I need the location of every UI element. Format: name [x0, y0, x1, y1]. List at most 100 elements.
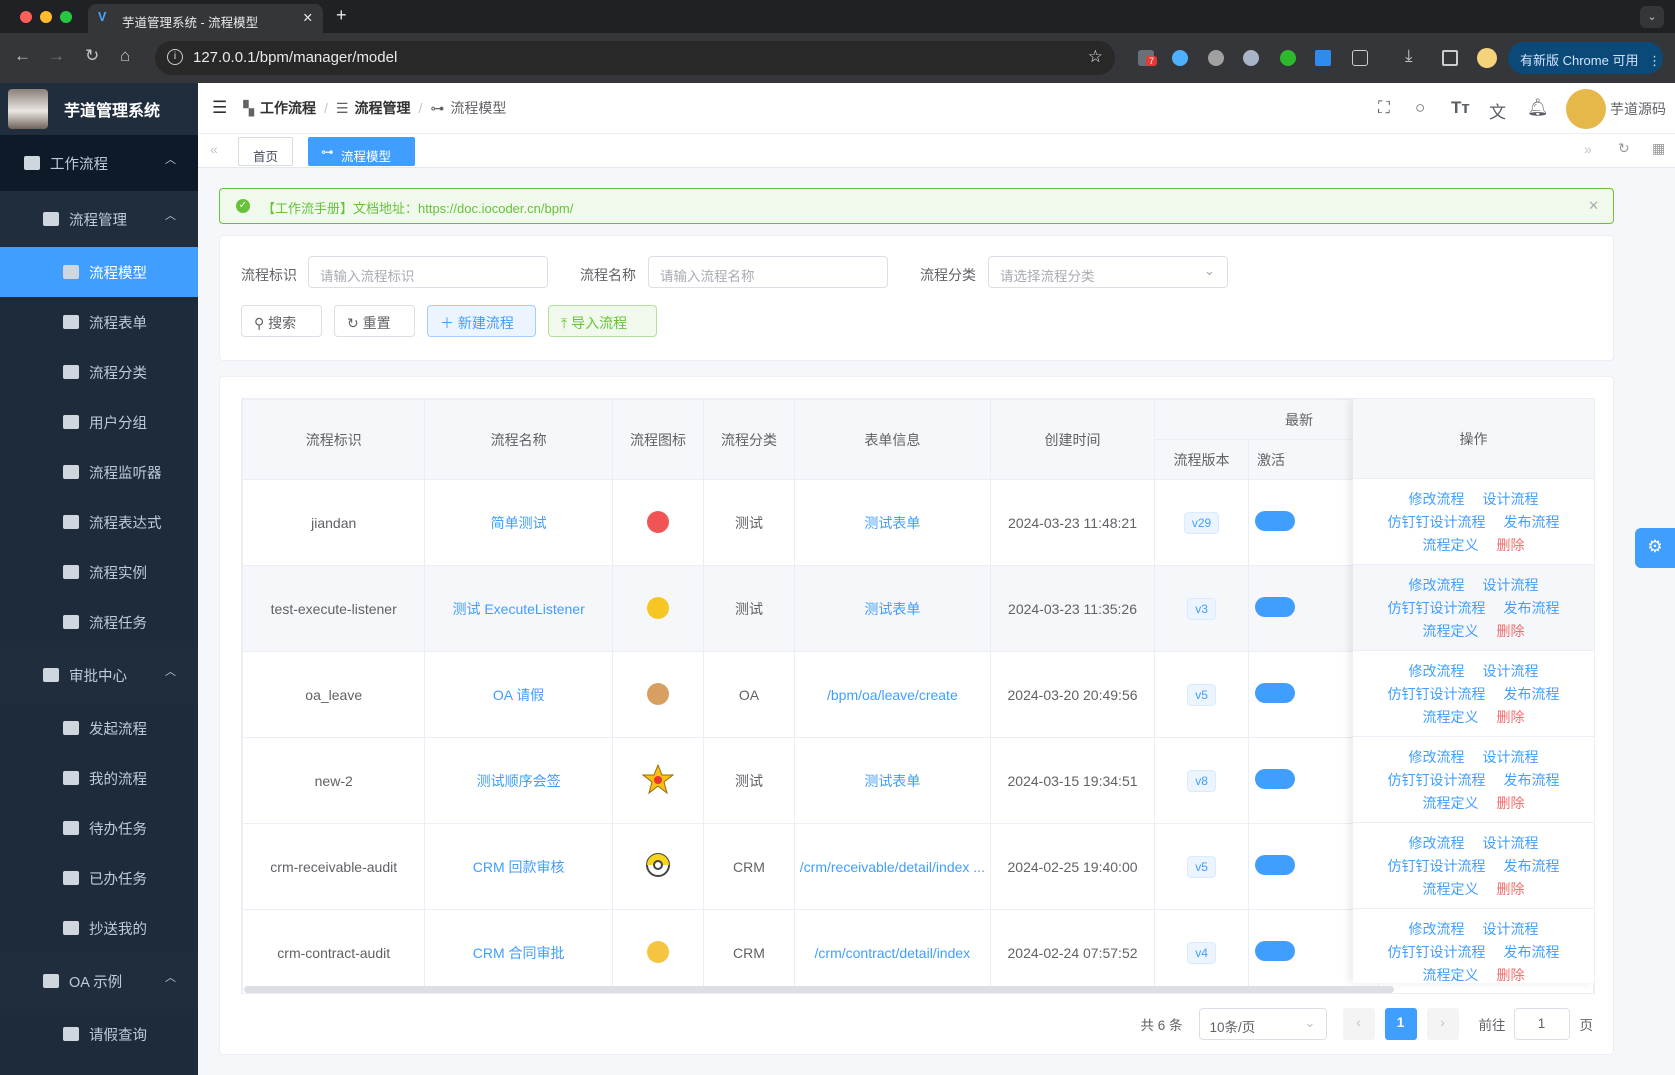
search-button[interactable]: ⚲ 搜索: [241, 305, 322, 337]
bookmark-star-icon[interactable]: ☆: [1087, 47, 1103, 66]
scroll-right-icon[interactable]: »: [1584, 141, 1592, 157]
definition-link[interactable]: 流程定义: [1422, 709, 1479, 725]
alert-text[interactable]: 【工作流手册】文档地址：https://doc.iocoder.cn/bpm/: [262, 201, 574, 216]
create-button[interactable]: ＋ 新建流程: [427, 305, 536, 337]
sidebar-group-oa-example[interactable]: OA 示例 ︿: [0, 953, 198, 1009]
publish-link[interactable]: 发布流程: [1503, 772, 1560, 788]
edit-model-link[interactable]: 修改流程: [1408, 663, 1465, 679]
refresh-icon[interactable]: ↻: [1618, 140, 1630, 156]
font-size-icon[interactable]: Tт: [1451, 98, 1470, 117]
prev-page-button[interactable]: ‹: [1342, 1008, 1375, 1040]
sidebar-item[interactable]: 用户分组: [0, 397, 198, 447]
model-name-link[interactable]: 测试 ExecuteListener: [452, 600, 585, 617]
translate-icon[interactable]: 文: [1489, 103, 1506, 122]
design-model-link[interactable]: 设计流程: [1482, 577, 1539, 593]
home-icon[interactable]: ⌂: [120, 46, 131, 65]
hamburger-icon[interactable]: ☰: [212, 98, 228, 117]
delete-link[interactable]: 删除: [1496, 881, 1525, 897]
username[interactable]: 芋道源码: [1610, 101, 1666, 117]
publish-link[interactable]: 发布流程: [1503, 686, 1560, 702]
model-name-link[interactable]: CRM 回款审核: [472, 858, 565, 875]
close-icon[interactable]: ✕: [1588, 198, 1599, 213]
url-bar[interactable]: i 127.0.0.1/bpm/manager/model ☆: [155, 41, 1115, 75]
maximize-window-icon[interactable]: [60, 11, 72, 23]
active-switch[interactable]: [1255, 597, 1296, 617]
sidebar-item[interactable]: 抄送我的: [0, 903, 198, 953]
category-select[interactable]: 请选择流程分类 ⌄: [988, 256, 1228, 288]
sidebar-group-process-management[interactable]: 流程管理 ︿: [0, 191, 198, 247]
key-input[interactable]: 请输入流程标识: [308, 256, 548, 288]
sidebar-item[interactable]: 流程任务: [0, 597, 198, 647]
scroll-left-icon[interactable]: «: [210, 141, 218, 157]
definition-link[interactable]: 流程定义: [1422, 623, 1479, 639]
design-model-link[interactable]: 设计流程: [1482, 663, 1539, 679]
sidebar-item[interactable]: 我的流程: [0, 753, 198, 803]
sidebar-item[interactable]: 流程模型: [0, 247, 198, 297]
bell-icon[interactable]: 🔔︎: [1527, 98, 1549, 117]
extension-star-icon[interactable]: [1280, 50, 1296, 66]
form-link[interactable]: 测试表单: [864, 600, 921, 617]
delete-link[interactable]: 删除: [1496, 623, 1525, 639]
edit-model-link[interactable]: 修改流程: [1408, 749, 1465, 765]
delete-link[interactable]: 删除: [1496, 795, 1525, 811]
tag-home[interactable]: 首页: [238, 137, 294, 166]
page-1-button[interactable]: 1: [1384, 1008, 1417, 1040]
sidebar-item[interactable]: 流程实例: [0, 547, 198, 597]
close-window-icon[interactable]: [20, 11, 32, 23]
extension-gem-icon[interactable]: [1172, 50, 1188, 66]
tab-search-icon[interactable]: ⌄: [1640, 6, 1664, 28]
dingtalk-design-link[interactable]: 仿钉钉设计流程: [1387, 600, 1486, 616]
breadcrumb-item[interactable]: 流程管理: [354, 100, 411, 116]
minimize-window-icon[interactable]: [40, 11, 52, 23]
side-panel-icon[interactable]: [1442, 50, 1458, 66]
form-link[interactable]: /crm/receivable/detail/index ...: [799, 858, 985, 875]
download-icon[interactable]: ⤓: [1405, 46, 1413, 65]
publish-link[interactable]: 发布流程: [1503, 944, 1560, 960]
form-link[interactable]: 测试表单: [864, 514, 921, 531]
active-switch[interactable]: [1255, 683, 1296, 703]
search-icon[interactable]: ○: [1415, 98, 1426, 117]
delete-link[interactable]: 删除: [1496, 537, 1525, 553]
extension-icon[interactable]: 7: [1138, 50, 1158, 66]
design-model-link[interactable]: 设计流程: [1482, 491, 1539, 507]
dingtalk-design-link[interactable]: 仿钉钉设计流程: [1387, 514, 1486, 530]
site-info-icon[interactable]: i: [167, 49, 183, 65]
edit-model-link[interactable]: 修改流程: [1408, 835, 1465, 851]
fullscreen-icon[interactable]: ⛶: [1378, 98, 1390, 117]
delete-link[interactable]: 删除: [1496, 709, 1525, 725]
definition-link[interactable]: 流程定义: [1422, 967, 1479, 983]
extension-circle-icon[interactable]: [1243, 50, 1259, 66]
sidebar-item[interactable]: 已办任务: [0, 853, 198, 903]
active-switch[interactable]: [1255, 941, 1296, 961]
goto-page-input[interactable]: 1: [1513, 1008, 1570, 1040]
active-switch[interactable]: [1255, 855, 1296, 875]
sidebar-item[interactable]: 流程分类: [0, 347, 198, 397]
sidebar-item[interactable]: 请假查询: [0, 1009, 198, 1059]
page-size-select[interactable]: 10条/页 ⌄: [1198, 1008, 1327, 1040]
reload-icon[interactable]: ↻: [85, 46, 100, 65]
sidebar-item[interactable]: 发起流程: [0, 703, 198, 753]
dingtalk-design-link[interactable]: 仿钉钉设计流程: [1387, 858, 1486, 874]
back-icon[interactable]: ←: [14, 46, 31, 65]
sidebar-item[interactable]: 待办任务: [0, 803, 198, 853]
reset-button[interactable]: ↻ 重置: [334, 305, 415, 337]
model-name-link[interactable]: 测试顺序会签: [476, 772, 561, 789]
dingtalk-design-link[interactable]: 仿钉钉设计流程: [1387, 944, 1486, 960]
publish-link[interactable]: 发布流程: [1503, 858, 1560, 874]
chrome-update-button[interactable]: 有新版 Chrome 可用 ⋮: [1508, 42, 1663, 74]
form-link[interactable]: /bpm/oa/leave/create: [826, 686, 958, 703]
horizontal-scrollbar[interactable]: [244, 986, 1394, 993]
edit-model-link[interactable]: 修改流程: [1408, 491, 1465, 507]
sidebar-group-workflow[interactable]: 工作流程 ︿: [0, 135, 198, 191]
edit-model-link[interactable]: 修改流程: [1408, 921, 1465, 937]
model-name-link[interactable]: OA 请假: [492, 686, 545, 703]
active-switch[interactable]: [1255, 511, 1296, 531]
delete-link[interactable]: 删除: [1496, 967, 1525, 983]
extension-layers-icon[interactable]: [1315, 50, 1331, 66]
extensions-puzzle-icon[interactable]: [1352, 50, 1368, 66]
name-input[interactable]: 请输入流程名称: [648, 256, 888, 288]
extension-gray-icon[interactable]: [1208, 50, 1224, 66]
profile-avatar[interactable]: [1477, 48, 1497, 68]
definition-link[interactable]: 流程定义: [1422, 795, 1479, 811]
close-tab-icon[interactable]: ✕: [302, 11, 313, 25]
